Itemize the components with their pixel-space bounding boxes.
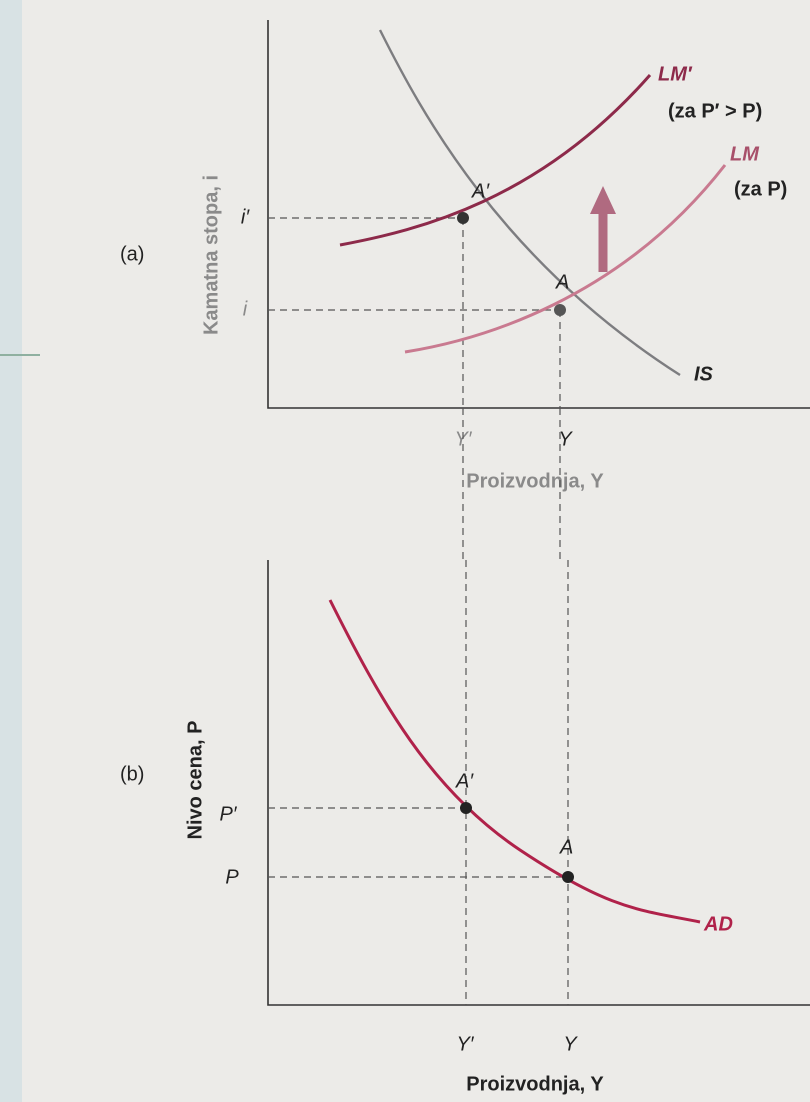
guides — [268, 560, 569, 1005]
point-label: A — [559, 836, 573, 858]
lm-prime-curve — [339, 74, 652, 247]
ad-curve — [328, 599, 701, 924]
y-tick-label: P — [225, 866, 239, 888]
curve-label: LM — [730, 143, 760, 165]
x-tick-label: Y — [563, 1033, 578, 1055]
point-label: A′ — [471, 180, 490, 202]
point-label: A — [555, 271, 569, 293]
y-tick-label: i — [243, 298, 248, 320]
x-tick-label: Y — [558, 428, 573, 450]
curve-note: (za P) — [734, 178, 787, 200]
margin — [0, 0, 22, 1102]
y-tick-label: P′ — [219, 803, 237, 825]
x-tick-label: Y′ — [454, 428, 472, 450]
curve-note: (za P′ > P) — [668, 100, 762, 122]
x-axis-label: Proizvodnja, Y — [466, 1073, 604, 1095]
panel-b: (b) Nivo cena, P P′ P Y′ Y Proizvodnja, … — [120, 560, 810, 1095]
panel-tag: (a) — [120, 243, 144, 265]
axes — [267, 560, 810, 1006]
point — [460, 802, 472, 814]
x-tick-label: Y′ — [456, 1033, 474, 1055]
guides — [268, 217, 561, 408]
guides — [462, 408, 561, 560]
axes — [267, 20, 810, 409]
x-axis-label: Proizvodnja, Y — [466, 470, 604, 492]
curve-label: LM′ — [658, 63, 693, 85]
is-curve — [378, 29, 681, 377]
y-tick-label: i′ — [241, 206, 250, 228]
point — [554, 304, 566, 316]
panel-tag: (b) — [120, 763, 144, 785]
point — [457, 212, 469, 224]
curve-label: AD — [703, 913, 733, 935]
point — [562, 871, 574, 883]
curve-label: IS — [694, 363, 714, 385]
lm-curve — [404, 164, 727, 354]
point-label: A′ — [455, 770, 474, 792]
y-axis-label: Kamatna stopa, i — [200, 175, 222, 335]
shift-arrowhead — [590, 186, 616, 214]
y-axis-label: Nivo cena, P — [184, 721, 206, 840]
panel-a: (a) Kamatna stopa, i i′ i Y′ Y Proizvodn… — [120, 20, 810, 492]
